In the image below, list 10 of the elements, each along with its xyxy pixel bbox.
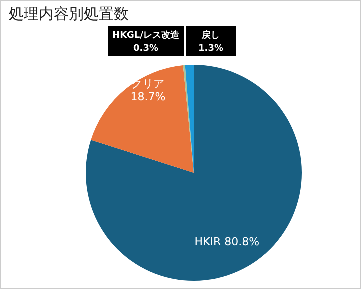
chart-title: 処理内容別処置数 — [9, 5, 129, 24]
data-label: 1.3% — [198, 44, 224, 54]
data-label: 0.3% — [134, 44, 158, 54]
slice-label: 戻し — [201, 30, 220, 41]
data-label: 18.7% — [130, 90, 166, 104]
pie-slice — [91, 66, 194, 173]
slice-label: HKGL/レス改造 — [112, 30, 180, 41]
pie-slice — [86, 65, 302, 281]
data-label: 80.8% — [224, 235, 260, 248]
slice-label: HKIR — [194, 235, 222, 248]
